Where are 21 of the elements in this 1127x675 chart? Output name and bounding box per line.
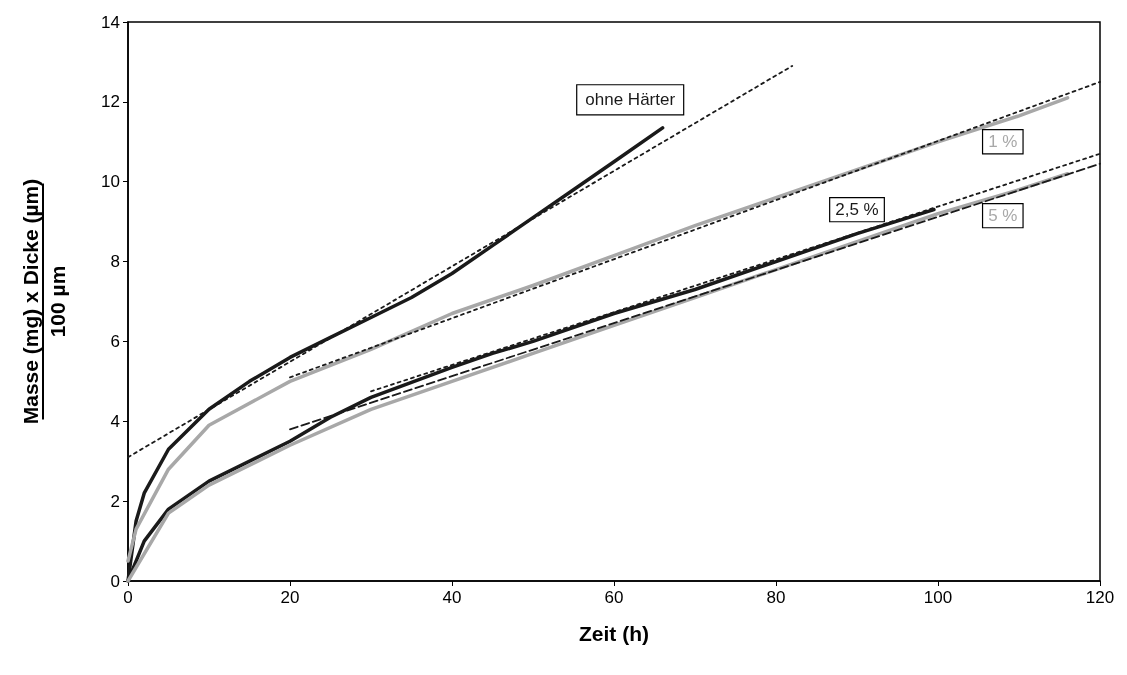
x-tick-label: 60 (604, 588, 624, 607)
y-tick-label: 2 (110, 491, 120, 511)
y-tick-label: 8 (110, 252, 120, 272)
series-label: 2,5 % (835, 200, 879, 220)
series-label: 1 % (988, 132, 1018, 152)
y-tick-label: 12 (101, 92, 120, 112)
y-tick-label: 14 (101, 12, 120, 32)
y-axis-title: Masse (mg) x Dicke (µm) 100 µm (18, 178, 69, 425)
x-tick-label: 120 (1085, 588, 1115, 607)
y-tick-label: 0 (110, 571, 120, 591)
x-tick-label: 20 (280, 588, 300, 607)
y-tick-label: 10 (101, 172, 120, 192)
y-tick-label: 6 (110, 331, 120, 351)
x-axis-title: Zeit (h) (579, 622, 649, 645)
x-tick-label: 0 (123, 588, 133, 607)
x-tick-label: 40 (442, 588, 462, 607)
series-label: ohne Härter (585, 90, 676, 110)
x-tick-label: 80 (766, 588, 786, 607)
y-tick-label: 4 (110, 411, 120, 431)
series-label: 5 % (988, 206, 1018, 226)
x-tick-label: 100 (923, 588, 953, 607)
